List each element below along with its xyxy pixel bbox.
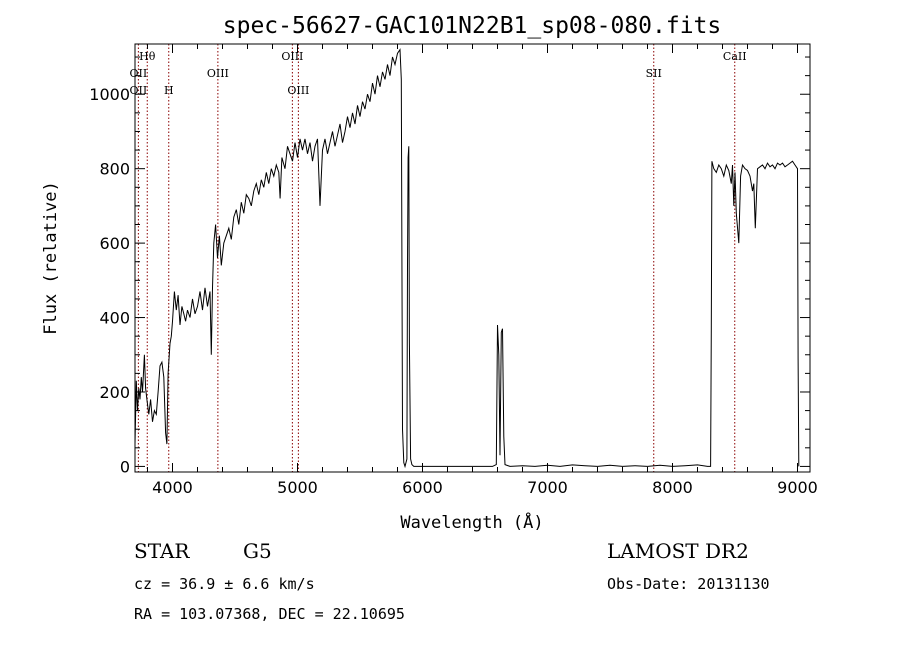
plot-frame xyxy=(134,43,811,473)
line-marker-label: OIII xyxy=(287,84,309,97)
obs-date: Obs-Date: 20131130 xyxy=(607,575,770,593)
y-tick-label: 0 xyxy=(120,457,130,476)
axis-ticks: 4000 5000 6000 7000 8000 9000 0 200 400 600 800 100… xyxy=(89,44,818,497)
x-tick-label: 9000 xyxy=(777,478,818,497)
x-tick-label: 4000 xyxy=(152,478,193,497)
line-marker-label: Hθ xyxy=(139,50,156,63)
survey-name: LAMOST DR2 xyxy=(607,539,749,563)
line-marker-label: OIII xyxy=(207,67,229,80)
x-tick-label: 8000 xyxy=(652,478,693,497)
y-axis-label: Flux (relative) xyxy=(41,181,61,335)
line-marker-label: OIII xyxy=(281,50,303,63)
y-tick-label: 800 xyxy=(99,160,130,179)
line-marker-label: CaII xyxy=(723,50,747,63)
line-marker-label: H xyxy=(164,84,174,97)
x-tick-label: 7000 xyxy=(527,478,568,497)
y-tick-label: 1000 xyxy=(89,85,130,104)
chart-title: spec-56627-GAC101N22B1_sp08-080.fits xyxy=(223,13,722,39)
x-tick-label: 6000 xyxy=(402,478,443,497)
y-tick-label: 600 xyxy=(99,234,130,253)
object-class: STAR xyxy=(134,539,190,563)
x-axis-label: Wavelength (Å) xyxy=(400,511,543,533)
coordinates: RA = 103.07368, DEC = 22.10695 xyxy=(134,605,405,623)
y-tick-label: 200 xyxy=(99,383,130,402)
line-marker-label: SII xyxy=(646,67,662,80)
spectrum-line xyxy=(134,48,800,469)
line-markers: Hθ OII OII H OIII OIII OIII SII CaII xyxy=(130,44,747,472)
redshift-cz: cz = 36.9 ± 6.6 km/s xyxy=(134,575,315,593)
object-subclass: G5 xyxy=(243,539,272,563)
x-tick-label: 5000 xyxy=(277,478,318,497)
y-tick-label: 400 xyxy=(99,309,130,328)
line-marker-label: OII xyxy=(130,67,148,80)
line-marker-label: OII xyxy=(130,84,148,97)
